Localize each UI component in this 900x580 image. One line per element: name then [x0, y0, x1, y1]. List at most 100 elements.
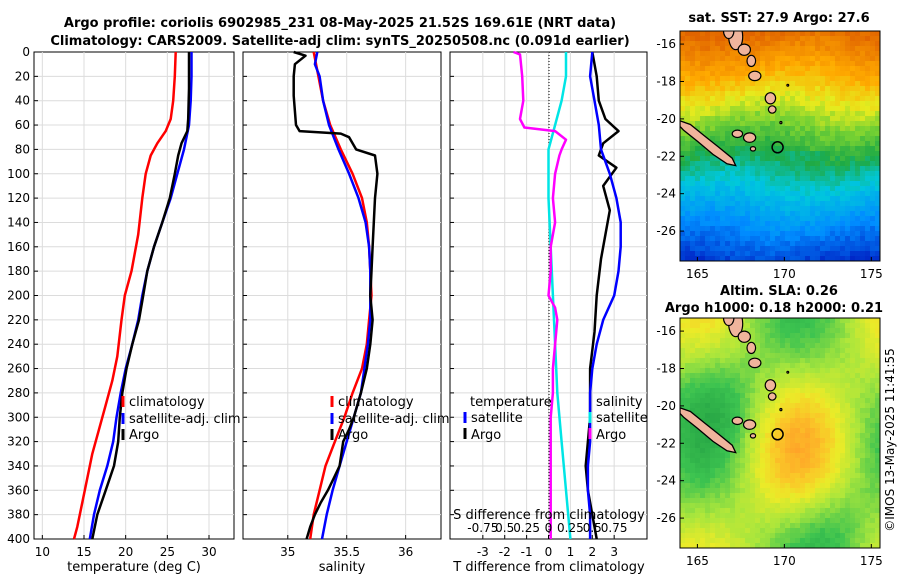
- heatmap-cell: [825, 458, 831, 464]
- heatmap-cell: [735, 373, 741, 379]
- heatmap-cell: [770, 363, 776, 369]
- heatmap-cell: [810, 473, 816, 479]
- heatmap-cell: [740, 91, 746, 97]
- heatmap-cell: [855, 453, 861, 459]
- heatmap-cell: [860, 241, 866, 247]
- heatmap-cell: [705, 216, 711, 222]
- heatmap-cell: [775, 91, 781, 97]
- heatmap-cell: [800, 503, 806, 509]
- heatmap-cell: [690, 176, 696, 182]
- heatmap-cell: [830, 458, 836, 464]
- heatmap-cell: [795, 478, 801, 484]
- heatmap-cell: [740, 498, 746, 504]
- heatmap-cell: [690, 96, 696, 102]
- heatmap-cell: [730, 543, 736, 548]
- heatmap-cell: [780, 206, 786, 212]
- heatmap-cell: [790, 146, 796, 152]
- heatmap-cell: [740, 453, 746, 459]
- heatmap-cell: [765, 171, 771, 177]
- heatmap-cell: [745, 428, 751, 434]
- heatmap-cell: [800, 41, 806, 47]
- heatmap-cell: [810, 86, 816, 92]
- heatmap-cell: [735, 503, 741, 509]
- heatmap-cell: [835, 428, 841, 434]
- heatmap-cell: [865, 323, 871, 329]
- heatmap-cell: [735, 226, 741, 232]
- heatmap-cell: [725, 191, 731, 197]
- heatmap-cell: [815, 136, 821, 142]
- heatmap-cell: [840, 508, 846, 514]
- heatmap-cell: [865, 418, 871, 424]
- heatmap-cell: [805, 106, 811, 112]
- heatmap-cell: [870, 56, 876, 62]
- heatmap-cell: [755, 388, 761, 394]
- heatmap-cell: [865, 333, 871, 339]
- heatmap-cell: [850, 478, 856, 484]
- heatmap-cell: [740, 136, 746, 142]
- heatmap-cell: [715, 236, 721, 242]
- heatmap-cell: [715, 36, 721, 42]
- heatmap-cell: [860, 236, 866, 242]
- heatmap-cell: [835, 81, 841, 87]
- heatmap-cell: [700, 463, 706, 469]
- heatmap-cell: [680, 398, 686, 404]
- heatmap-cell: [780, 333, 786, 339]
- heatmap-cell: [755, 111, 761, 117]
- heatmap-cell: [805, 161, 811, 167]
- heatmap-cell: [705, 31, 711, 37]
- heatmap-cell: [815, 141, 821, 147]
- heatmap-cell: [785, 236, 791, 242]
- heatmap-cell: [815, 81, 821, 87]
- heatmap-cell: [815, 518, 821, 524]
- heatmap-cell: [705, 86, 711, 92]
- heatmap-cell: [760, 363, 766, 369]
- heatmap-cell: [875, 36, 880, 42]
- heatmap-cell: [815, 543, 821, 548]
- heatmap-cell: [810, 468, 816, 474]
- heatmap-cell: [740, 126, 746, 132]
- heatmap-cell: [765, 448, 771, 454]
- heatmap-cell: [745, 468, 751, 474]
- heatmap-cell: [745, 473, 751, 479]
- heatmap-cell: [835, 538, 841, 544]
- heatmap-cell: [695, 333, 701, 339]
- heatmap-cell: [815, 503, 821, 509]
- heatmap-cell: [760, 81, 766, 87]
- heatmap-cell: [730, 453, 736, 459]
- heatmap-cell: [720, 508, 726, 514]
- heatmap-cell: [850, 453, 856, 459]
- heatmap-cell: [825, 131, 831, 137]
- heatmap-cell: [680, 423, 686, 429]
- heatmap-cell: [805, 528, 811, 534]
- heatmap-cell: [760, 191, 766, 197]
- heatmap-cell: [700, 201, 706, 207]
- heatmap-cell: [815, 498, 821, 504]
- heatmap-cell: [800, 231, 806, 237]
- heatmap-cell: [750, 246, 756, 252]
- heatmap-cell: [835, 106, 841, 112]
- heatmap-cell: [715, 61, 721, 67]
- heatmap-cell: [830, 111, 836, 117]
- heatmap-cell: [690, 348, 696, 354]
- heatmap-cell: [820, 246, 826, 252]
- heatmap-cell: [725, 236, 731, 242]
- heatmap-cell: [830, 101, 836, 107]
- heatmap-cell: [750, 528, 756, 534]
- difference-legend: temperature satellite Argo salinity sate…: [463, 395, 648, 443]
- heatmap-cell: [775, 358, 781, 364]
- heatmap-cell: [850, 156, 856, 162]
- heatmap-cell: [795, 91, 801, 97]
- heatmap-cell: [825, 126, 831, 132]
- heatmap-cell: [840, 453, 846, 459]
- heatmap-cell: [755, 141, 761, 147]
- heatmap-cell: [685, 393, 691, 399]
- heatmap-cell: [800, 453, 806, 459]
- heatmap-cell: [840, 206, 846, 212]
- heatmap-cell: [740, 423, 746, 429]
- heatmap-cell: [700, 176, 706, 182]
- heatmap-cell: [835, 61, 841, 67]
- heatmap-cell: [755, 463, 761, 469]
- heatmap-cell: [785, 538, 791, 544]
- heatmap-cell: [870, 46, 876, 52]
- heatmap-cell: [775, 443, 781, 449]
